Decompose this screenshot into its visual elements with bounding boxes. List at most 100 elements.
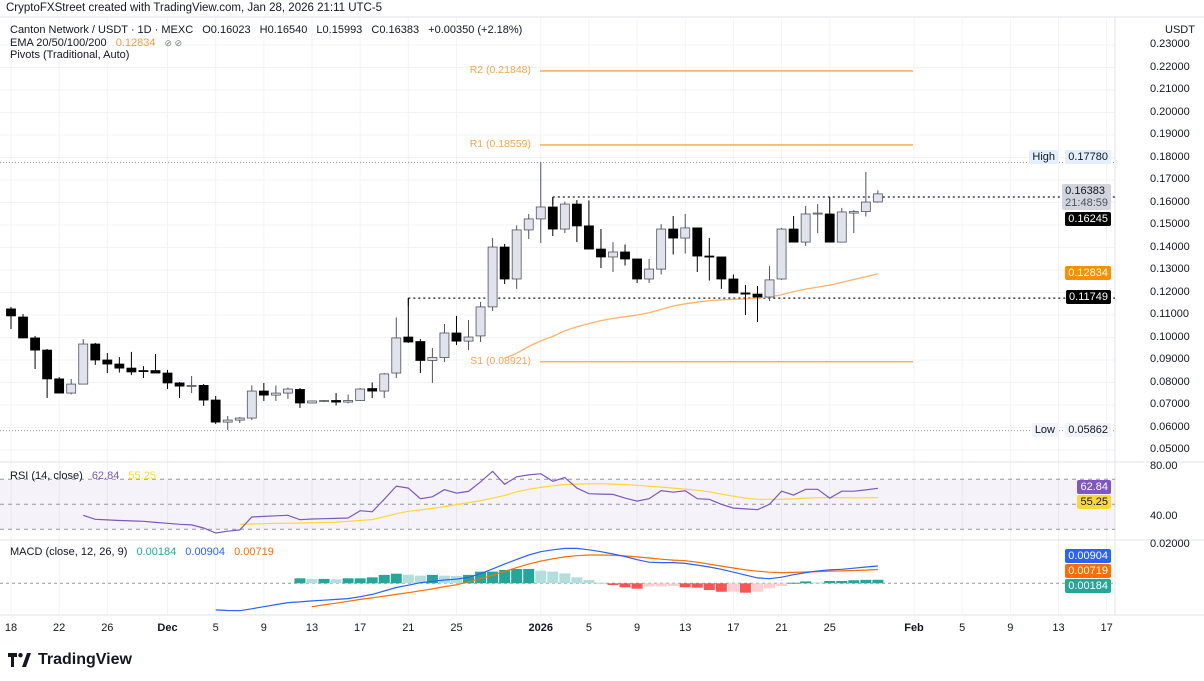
candle-body (584, 225, 594, 250)
symbol-legend: Canton Network / USDT · 1D · MEXC O0.160… (10, 24, 528, 36)
price-tick-label: 0.20000 (1150, 105, 1190, 118)
macd-histogram-bar (631, 583, 643, 589)
tradingview-logo-icon (8, 653, 31, 667)
candle-body (487, 246, 498, 308)
pivot-label: R1 (0.18559) (469, 137, 531, 150)
rsi-tag: 62.84 (1077, 480, 1111, 494)
date-tick-label: 13 (305, 622, 319, 634)
candle-body (523, 218, 534, 231)
candle-body (463, 336, 474, 342)
macd-signal-value: 0.00719 (234, 546, 274, 558)
candle-body (270, 392, 281, 396)
candle-body (319, 400, 329, 402)
candle-body (872, 193, 883, 203)
pivots-label: Pivots (Traditional, Auto) (10, 49, 130, 61)
macd-histogram-bar (848, 580, 860, 584)
brand-name: TradingView (38, 651, 132, 668)
candle-body (511, 229, 522, 280)
bar-countdown: 21:48:59 (1065, 197, 1108, 209)
macd-histogram-bar (643, 583, 655, 587)
candle-body (138, 370, 149, 372)
candle-body (812, 212, 823, 215)
macd-histogram-bar (607, 583, 619, 586)
candle-body (620, 251, 630, 260)
candle-body (210, 399, 221, 423)
macd-legend[interactable]: MACD (close, 12, 26, 9) 0.00184 0.00904 … (10, 546, 280, 558)
date-tick-label: 2026 (528, 622, 553, 634)
macd-histogram-bar (475, 571, 487, 584)
candle-body (66, 383, 77, 394)
candle-body (668, 228, 679, 239)
candle-body (403, 336, 414, 343)
candle-body (126, 367, 137, 373)
ema-legend[interactable]: EMA 20/50/100/200 0.12834 ⊘ ⊘ (10, 37, 188, 49)
rsi-label: RSI (14, close) (10, 470, 83, 482)
macd-histogram-bar (872, 579, 884, 584)
candle-body (571, 203, 582, 227)
currency-label[interactable]: USDT (1165, 24, 1195, 36)
macd-histogram-bar (559, 573, 571, 584)
candle-body (559, 203, 570, 230)
candle-body (198, 385, 209, 401)
macd-histogram-bar (715, 583, 727, 592)
macd-histogram-bar (727, 583, 739, 592)
macd-histogram-bar (739, 583, 751, 593)
price-tick-label: 0.22000 (1150, 60, 1190, 73)
macd-hist-value: 0.00184 (136, 546, 177, 558)
macd-histogram-bar (487, 571, 499, 584)
candle-body (752, 293, 763, 298)
macd-label: MACD (close, 12, 26, 9) (10, 546, 128, 558)
high-tag-value: 0.17780 (1065, 150, 1111, 164)
candle-body (150, 370, 161, 374)
candle-body (716, 256, 727, 280)
candle-body (692, 227, 703, 257)
date-tick-label: Feb (904, 622, 924, 634)
candle-body (728, 278, 739, 294)
candle-body (186, 385, 197, 387)
price-tick-label: 0.15000 (1150, 218, 1190, 230)
low-tag-label: Low (1031, 423, 1058, 437)
macd-tag: 0.00904 (1065, 549, 1111, 563)
candle-body (78, 343, 89, 385)
macd-histogram-bar (824, 581, 836, 584)
candle-body (788, 228, 799, 243)
date-tick-label: 13 (1052, 622, 1065, 634)
histogram-tag: 0.00184 (1065, 579, 1111, 593)
candle-body (499, 246, 510, 280)
tradingview-logo[interactable]: TradingView (8, 651, 132, 669)
candle-body (331, 400, 341, 403)
macd-histogram-bar (860, 579, 872, 584)
macd-line (215, 547, 878, 612)
candle-body (343, 400, 354, 403)
date-tick-label: 18 (4, 622, 18, 634)
ema-value: 0.12834 (115, 37, 156, 49)
date-tick-label: 9 (1007, 622, 1014, 634)
price-tick-label: 0.18000 (1150, 150, 1190, 163)
candle-body (246, 390, 257, 419)
date-tick-label: 5 (212, 622, 219, 634)
macd-histogram-bar (511, 568, 523, 584)
macd-histogram-bar (354, 578, 366, 584)
candle-body (307, 400, 317, 404)
symbol-name[interactable]: Canton Network / USDT · 1D · MEXC (10, 24, 194, 36)
date-tick-label: Dec (157, 622, 178, 634)
candle-body (848, 211, 859, 214)
date-tick-label: 13 (679, 622, 692, 634)
macd-histogram-bar (691, 583, 703, 588)
macd-histogram-bar (655, 583, 667, 587)
rsi-ma-tag: 55.25 (1077, 495, 1111, 509)
candle-body (764, 279, 775, 298)
macd-histogram-bar (812, 582, 824, 584)
candle-body (367, 388, 378, 392)
price-tick-label: 0.21000 (1150, 83, 1190, 95)
macd-histogram-bar (306, 578, 318, 584)
macd-histogram-bar (679, 583, 691, 588)
macd-histogram-bar (836, 581, 848, 584)
rsi-legend[interactable]: RSI (14, close) 62.84 55.25 (10, 470, 162, 482)
pivots-legend[interactable]: Pivots (Traditional, Auto) (10, 49, 135, 61)
rsi-value: 62.84 (91, 470, 120, 482)
candle-body (596, 248, 606, 258)
last-price-tag: 0.16383 21:48:59 (1062, 184, 1111, 210)
macd-histogram-bar (318, 578, 330, 584)
